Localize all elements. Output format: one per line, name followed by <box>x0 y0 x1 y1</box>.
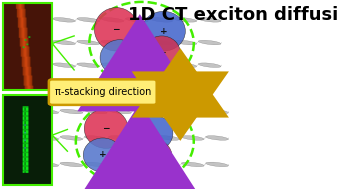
Text: π-stacking direction: π-stacking direction <box>55 87 151 97</box>
Ellipse shape <box>133 162 155 167</box>
Ellipse shape <box>174 63 196 67</box>
Ellipse shape <box>77 63 99 67</box>
Ellipse shape <box>126 18 148 22</box>
Ellipse shape <box>182 109 204 114</box>
Ellipse shape <box>157 162 180 167</box>
Ellipse shape <box>85 109 107 114</box>
Ellipse shape <box>109 162 131 167</box>
Ellipse shape <box>77 18 99 22</box>
Text: +: + <box>99 150 106 160</box>
Ellipse shape <box>60 162 83 167</box>
Text: 1D CT exciton diffusion: 1D CT exciton diffusion <box>128 6 337 24</box>
Text: −: − <box>150 151 157 160</box>
Ellipse shape <box>143 36 180 70</box>
Ellipse shape <box>101 40 124 45</box>
Bar <box>3 94 52 185</box>
Ellipse shape <box>206 136 228 140</box>
Ellipse shape <box>60 109 83 114</box>
Ellipse shape <box>206 109 228 114</box>
Ellipse shape <box>198 63 221 67</box>
Ellipse shape <box>157 109 180 114</box>
Ellipse shape <box>135 139 172 173</box>
Ellipse shape <box>157 136 180 140</box>
Ellipse shape <box>53 63 75 67</box>
Ellipse shape <box>53 40 75 45</box>
Ellipse shape <box>182 162 204 167</box>
Ellipse shape <box>36 109 58 114</box>
Ellipse shape <box>150 40 172 45</box>
Ellipse shape <box>53 18 75 22</box>
FancyBboxPatch shape <box>49 79 157 105</box>
Ellipse shape <box>133 136 155 140</box>
Ellipse shape <box>101 63 124 67</box>
Ellipse shape <box>198 40 221 45</box>
Ellipse shape <box>126 40 148 45</box>
Ellipse shape <box>85 136 107 140</box>
Bar <box>3 3 52 90</box>
Text: +: + <box>150 129 157 138</box>
Ellipse shape <box>150 18 172 22</box>
Ellipse shape <box>109 136 131 140</box>
Ellipse shape <box>100 40 139 76</box>
Ellipse shape <box>142 11 185 51</box>
Ellipse shape <box>206 162 228 167</box>
Ellipse shape <box>198 18 221 22</box>
Text: +: + <box>116 53 123 62</box>
Ellipse shape <box>126 63 148 67</box>
Ellipse shape <box>77 40 99 45</box>
Text: +: + <box>160 27 167 36</box>
Ellipse shape <box>134 115 173 151</box>
Ellipse shape <box>133 109 155 114</box>
Text: −: − <box>113 25 120 34</box>
Ellipse shape <box>36 162 58 167</box>
Text: −: − <box>158 48 165 57</box>
Ellipse shape <box>60 136 83 140</box>
Ellipse shape <box>174 18 196 22</box>
Ellipse shape <box>174 40 196 45</box>
Ellipse shape <box>94 8 138 51</box>
Ellipse shape <box>150 63 172 67</box>
Ellipse shape <box>182 136 204 140</box>
Ellipse shape <box>84 109 128 148</box>
Ellipse shape <box>83 138 122 172</box>
Text: −: − <box>102 124 110 133</box>
Ellipse shape <box>85 162 107 167</box>
Ellipse shape <box>109 109 131 114</box>
Ellipse shape <box>36 136 58 140</box>
Ellipse shape <box>101 18 124 22</box>
